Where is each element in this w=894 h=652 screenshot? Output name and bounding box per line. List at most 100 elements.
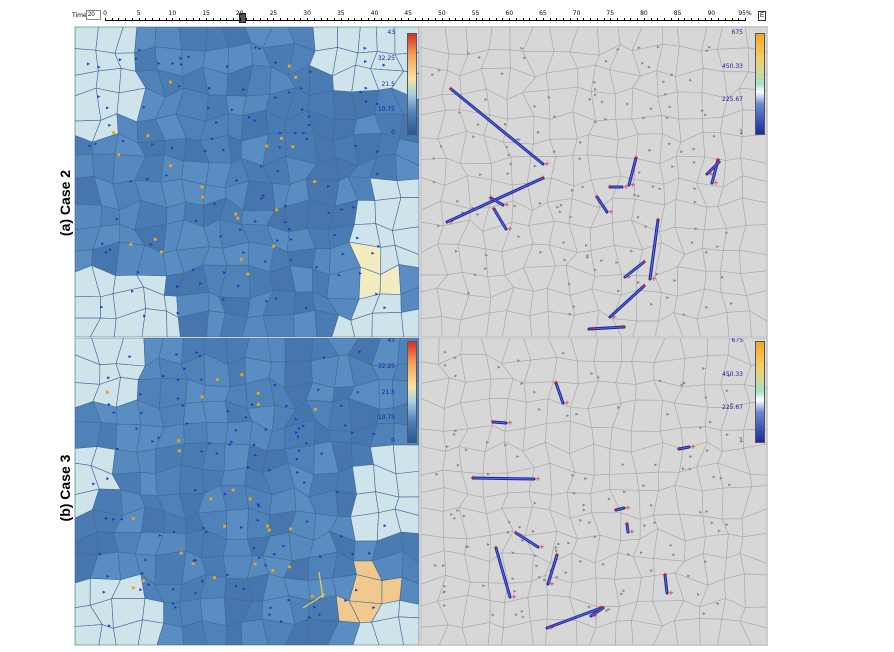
flow-arrow-mark	[670, 73, 674, 77]
ruler-tick	[206, 18, 208, 21]
flow-origin-marker: +	[488, 194, 494, 202]
map-cell	[441, 94, 462, 111]
flow-arrow-mark	[586, 255, 590, 259]
flow-arrow-mark	[97, 95, 101, 99]
flow-arrow-mark	[690, 241, 694, 245]
concentration-dot	[246, 272, 250, 276]
end-button[interactable]: E	[758, 11, 766, 21]
flow-arrow-mark	[274, 61, 278, 65]
flow-arrow-mark	[520, 381, 524, 385]
ruler-tick	[307, 18, 309, 21]
concentration-dot	[231, 488, 235, 492]
flow-arrow-mark	[273, 552, 277, 556]
map-cell	[312, 27, 338, 52]
map-cell	[749, 310, 767, 337]
concentration-dot	[200, 185, 204, 189]
flow-arrow-mark	[456, 508, 460, 512]
flow-arrow-mark	[705, 509, 709, 513]
flow-arrow-mark	[174, 605, 178, 609]
flow-arrow-mark	[383, 524, 387, 528]
map-panel-case3-density[interactable]: 43 32.25 21.5 10.75 0	[74, 337, 420, 646]
flow-arrow-mark	[371, 251, 375, 255]
flow-arrow-mark	[222, 148, 226, 152]
flow-arrow-mark	[653, 521, 657, 525]
map-cell	[284, 338, 314, 363]
flow-arrow-mark	[673, 279, 677, 283]
flow-arrow-mark	[158, 533, 162, 537]
ruler-tick	[509, 18, 511, 21]
flow-arrow-mark	[242, 251, 246, 255]
map-panel-case2-density[interactable]: 43 32.25 21.5 10.75 0	[74, 26, 420, 338]
flow-arrow-mark	[588, 605, 592, 609]
flow-arrow-mark	[579, 518, 583, 522]
legend-tick: 225.67	[722, 404, 743, 411]
flow-line-highlight	[590, 607, 604, 617]
ruler-tick	[428, 18, 430, 21]
flow-arrow-mark	[623, 490, 627, 494]
flow-arrow-mark	[537, 130, 541, 134]
flow-arrow-mark	[482, 584, 486, 588]
concentration-dot	[179, 551, 183, 555]
map-cell	[178, 27, 208, 52]
ruler-tick-label: 35	[336, 10, 345, 17]
flow-arrow-mark	[288, 227, 292, 231]
flow-arrow-mark	[112, 411, 116, 415]
map-cell	[701, 116, 724, 134]
flow-arrow-mark	[730, 402, 734, 406]
map-cell	[630, 399, 663, 432]
flow-arrow-mark	[317, 388, 321, 392]
concentration-dot	[146, 133, 150, 138]
ruler-tick	[482, 18, 484, 21]
flow-arrow-mark	[650, 503, 654, 507]
map-cell	[353, 199, 377, 226]
flow-arrow-mark	[254, 46, 258, 50]
flow-arrow-mark	[177, 396, 181, 400]
map-cell	[457, 243, 489, 277]
ruler-tick	[408, 18, 410, 21]
flow-arrow-mark	[192, 559, 196, 563]
flow-arrow-mark	[376, 172, 380, 176]
map-cell	[742, 175, 767, 204]
map-panel-case3-flows[interactable]: ++++++++++++++++++++++++ 675 450.33 225.…	[420, 337, 768, 646]
flow-arrow-mark	[104, 250, 108, 254]
flow-arrow-mark	[637, 280, 641, 284]
map-cell	[392, 197, 419, 231]
flow-arrow-mark	[106, 574, 110, 578]
flow-arrow-mark	[533, 164, 537, 168]
flow-arrow-mark	[605, 59, 609, 63]
flow-arrow-mark	[130, 289, 134, 293]
legend-tick: 0	[391, 437, 395, 444]
ruler-tick	[266, 18, 268, 21]
map-cell	[371, 312, 404, 337]
flow-arrow-mark	[205, 530, 209, 534]
ruler-tick	[610, 18, 612, 21]
time-slider-handle[interactable]	[239, 13, 246, 23]
map-cell	[154, 27, 183, 51]
map-cell	[177, 310, 210, 337]
flow-arrow-mark	[344, 599, 348, 603]
flow-arrow-mark	[636, 215, 640, 219]
ruler-tick	[617, 18, 618, 21]
map-cell	[421, 316, 443, 337]
flow-arrow-mark	[717, 529, 721, 533]
flow-arrow-mark	[621, 463, 625, 467]
ruler-tick	[286, 18, 288, 21]
flow-destination-marker: +	[507, 225, 513, 233]
map-cell	[141, 308, 168, 337]
flow-arrow-mark	[118, 58, 122, 62]
flow-arrow-mark	[92, 482, 96, 486]
ruler-tick-label: 75	[606, 10, 615, 17]
flow-arrow-mark	[617, 405, 621, 409]
flow-arrow-mark	[590, 371, 594, 375]
map-cell	[202, 619, 227, 645]
time-input[interactable]: 20	[86, 10, 101, 20]
flow-arrow-mark	[215, 120, 219, 124]
flow-arrow-mark	[273, 383, 277, 387]
flow-arrow-mark	[172, 530, 176, 534]
flow-arrow-mark	[237, 284, 241, 288]
map-panel-case2-flows[interactable]: + + + + + + + + + + + + + + + + + + + + + + + + + + 675 450.33 22…	[420, 26, 768, 338]
time-ruler[interactable]: 0 5 10 15 20 25 30 35 40 45 50 55 60 65 70 75 80 85 90 95%	[103, 10, 752, 24]
flow-arrow-mark	[294, 417, 298, 421]
ruler-tick	[529, 18, 531, 21]
ruler-tick	[158, 18, 160, 21]
